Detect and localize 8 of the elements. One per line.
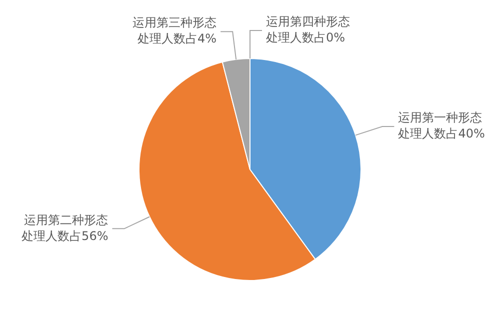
text: 处理人数占0% xyxy=(266,30,346,45)
category-label: 运用第四种形态 xyxy=(266,14,350,29)
data-label: 处理人数占40% xyxy=(398,126,485,141)
slice-label: 运用第一种形态 xyxy=(398,110,482,125)
slice-label: 运用第二种形态 xyxy=(24,212,108,227)
data-label: 处理人数占4% xyxy=(138,32,217,46)
data-label: 处理人数占56% xyxy=(22,228,108,243)
slice-label: 运用第三种形态 xyxy=(132,16,217,30)
